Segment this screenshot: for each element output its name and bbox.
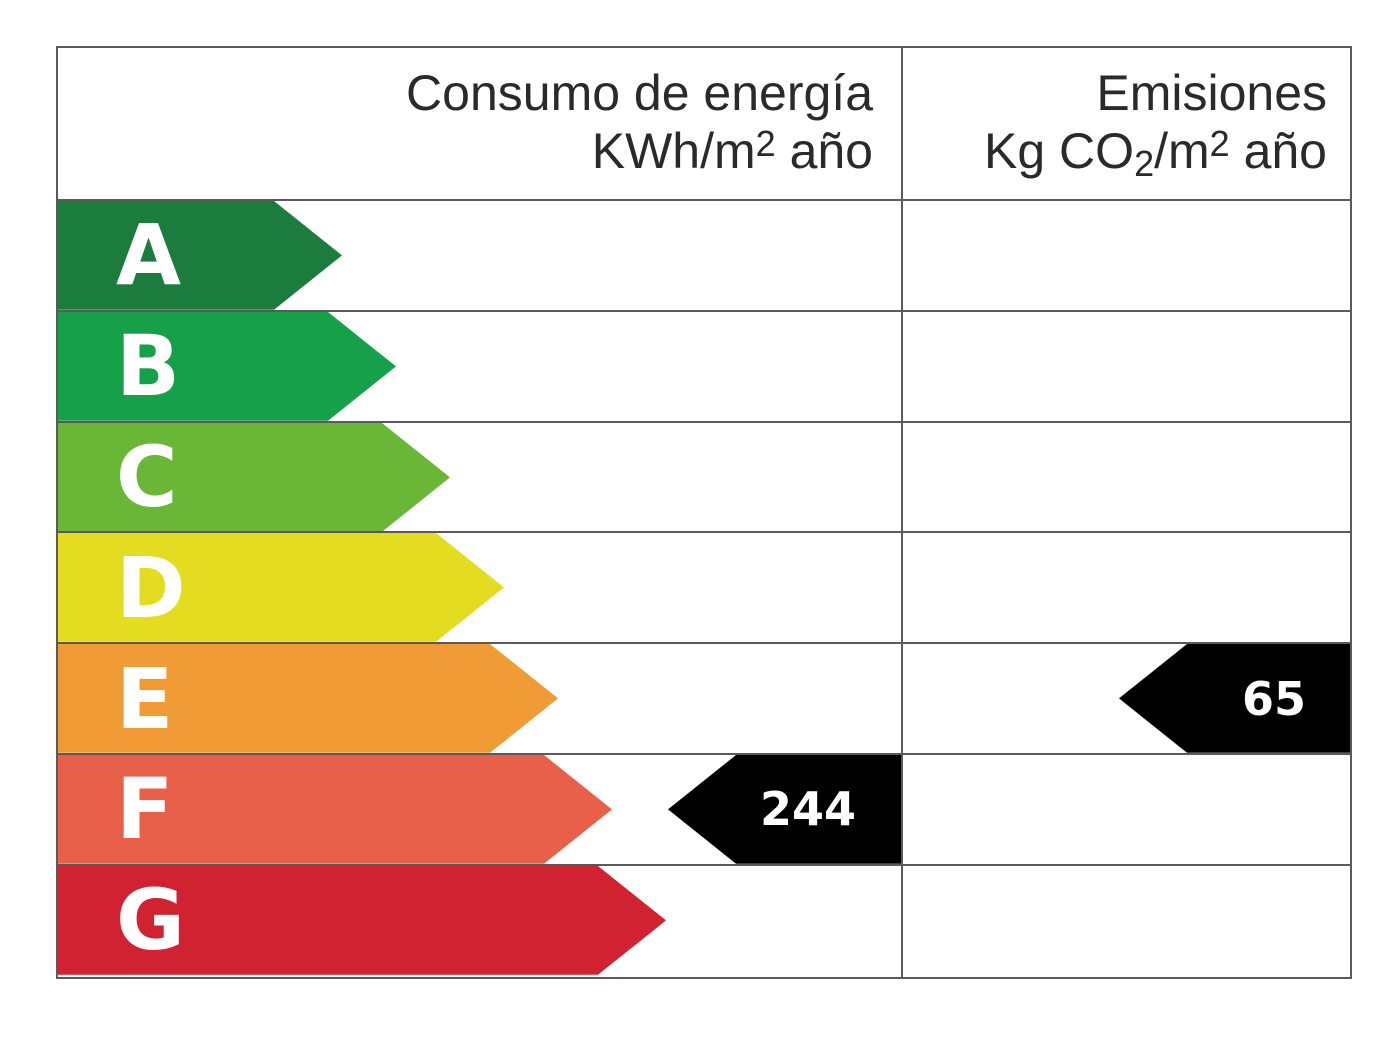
energy-marker: 244 — [668, 755, 901, 864]
row-separator — [58, 309, 1350, 312]
rating-band-a: A — [58, 201, 342, 310]
energy-header-title: Consumo de energía — [406, 65, 873, 121]
row-separator — [58, 531, 1350, 534]
row-separator — [58, 753, 1350, 755]
rating-letter: E — [116, 649, 174, 748]
energy-marker-value: 244 — [759, 782, 856, 837]
row-separator — [58, 863, 1350, 866]
rating-letter: B — [116, 317, 181, 416]
energy-label: Consumo de energía KWh/m2 año Emisiones … — [56, 46, 1352, 979]
emissions-marker-value: 65 — [1241, 671, 1306, 726]
energy-header-unit: KWh/m2 año — [591, 123, 873, 179]
rating-letter: F — [116, 760, 174, 859]
column-divider — [901, 48, 903, 977]
rating-letter: G — [116, 871, 185, 970]
emissions-header-title: Emisiones — [1096, 65, 1327, 121]
emissions-header: Emisiones Kg CO2/m2 año — [903, 64, 1327, 184]
row-separator — [58, 199, 1350, 201]
row-separator — [58, 420, 1350, 423]
emissions-marker: 65 — [1119, 644, 1350, 753]
rating-band-f: F — [58, 755, 612, 864]
emissions-header-unit: Kg CO2/m2 año — [984, 123, 1327, 184]
rating-band-d: D — [58, 533, 504, 643]
rating-letter: C — [116, 427, 178, 526]
rating-band-g: G — [58, 865, 666, 975]
rating-band-b: B — [58, 311, 396, 421]
rating-band-c: C — [58, 422, 450, 532]
rating-band-e: E — [58, 644, 558, 753]
rating-letter: A — [116, 206, 182, 305]
rating-letter: D — [116, 538, 186, 637]
row-separator — [58, 642, 1350, 645]
energy-header: Consumo de energía KWh/m2 año — [58, 64, 873, 180]
